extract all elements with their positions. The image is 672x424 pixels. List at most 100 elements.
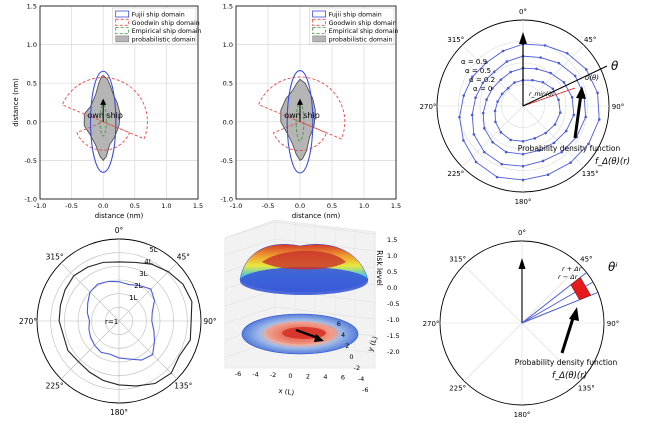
box-grid-line bbox=[224, 289, 276, 307]
y-tick-label: 1.0 bbox=[223, 41, 233, 49]
probability-sector-patch bbox=[570, 276, 592, 301]
alpha-point bbox=[570, 96, 574, 99]
x-axis-label: distance (nm) bbox=[95, 212, 144, 220]
alpha-point bbox=[509, 70, 512, 74]
polar-spoke bbox=[522, 44, 585, 107]
heading-arrow-icon bbox=[518, 258, 526, 269]
legend-entry: Empirical ship domain bbox=[329, 28, 399, 35]
x-tick-label: 0.5 bbox=[130, 202, 140, 210]
z-tick-label: -2.0 bbox=[387, 348, 400, 356]
pdf-label: Probability density function bbox=[515, 358, 618, 367]
polar-spoke bbox=[521, 264, 581, 324]
alpha-point bbox=[504, 150, 508, 154]
y-tick-label: -0.5 bbox=[220, 157, 233, 165]
legend-swatch bbox=[312, 10, 327, 18]
pdf-arrow-icon bbox=[576, 86, 586, 99]
alpha-point bbox=[521, 139, 525, 143]
legend-swatch bbox=[312, 18, 327, 26]
alpha-point bbox=[549, 71, 552, 75]
x-tick-label: 0 bbox=[288, 372, 292, 380]
legend-swatch bbox=[115, 35, 129, 43]
alpha-point bbox=[541, 80, 545, 84]
alpha-point bbox=[513, 81, 516, 84]
y-tick-label: 0.5 bbox=[223, 80, 233, 88]
alpha-point bbox=[543, 44, 547, 47]
r-minus-label: r − Δr bbox=[558, 273, 579, 281]
level-contour-inner bbox=[86, 280, 156, 361]
polar-spoke bbox=[118, 320, 178, 380]
alpha-point bbox=[494, 120, 497, 124]
direction-label: 225° bbox=[46, 381, 64, 390]
alpha-point bbox=[462, 94, 466, 97]
own-ship-arrow-icon bbox=[297, 98, 303, 105]
direction-label: 0° bbox=[518, 229, 526, 237]
alpha-point bbox=[541, 159, 545, 163]
z-tick-label: 1.0 bbox=[387, 252, 397, 260]
x-tick-label: -1.0 bbox=[230, 202, 243, 210]
alpha-point bbox=[537, 149, 541, 152]
legend-entry: Fujii ship domain bbox=[132, 12, 185, 19]
own-ship-label: own ship bbox=[284, 111, 320, 120]
alpha-point bbox=[553, 123, 557, 126]
alpha-point bbox=[533, 137, 537, 140]
alpha-point bbox=[506, 86, 510, 90]
alpha-point bbox=[544, 131, 547, 135]
alpha-point bbox=[481, 81, 485, 85]
direction-label: 270° bbox=[420, 103, 437, 111]
alpha-point bbox=[509, 138, 512, 142]
alpha-point bbox=[470, 113, 474, 117]
panel-polar-alpha: 0°45°90°135°180°225°270°315°α = 0.9α = 0… bbox=[420, 8, 630, 206]
polar-spoke bbox=[60, 320, 120, 380]
direction-label: 45° bbox=[584, 36, 596, 44]
alpha-point bbox=[496, 100, 499, 103]
alpha-point bbox=[572, 113, 576, 117]
theta-label: θⁱ bbox=[608, 260, 618, 274]
alpha-point bbox=[531, 78, 534, 82]
alpha-point bbox=[521, 164, 525, 168]
y-tick-label: -0.5 bbox=[24, 157, 37, 165]
y-tick-label: 6 bbox=[337, 320, 341, 328]
legend-entry: Empirical ship domain bbox=[132, 28, 202, 35]
pdf-arrow-shaft bbox=[560, 314, 576, 354]
x-tick-label: 0.0 bbox=[98, 202, 108, 210]
x-tick-label: -0.5 bbox=[65, 202, 78, 210]
alpha-point bbox=[562, 81, 566, 84]
ring-label: r=1 bbox=[105, 318, 118, 326]
x-axis-label: distance (nm) bbox=[292, 212, 341, 220]
alpha-point bbox=[505, 60, 509, 63]
alpha-point bbox=[482, 127, 486, 130]
x-tick-label: 1.0 bbox=[359, 202, 369, 210]
pdf-symbol-label: f_Δ(θ)(r) bbox=[595, 157, 630, 167]
x-tick-label: -4 bbox=[252, 371, 258, 379]
alpha-point bbox=[551, 87, 555, 91]
direction-label: 180° bbox=[110, 408, 128, 417]
direction-label: 0° bbox=[115, 226, 124, 235]
y-tick-label: 0.0 bbox=[223, 118, 233, 126]
alpha-point bbox=[546, 173, 550, 176]
alpha-point bbox=[535, 67, 538, 71]
alpha-point bbox=[495, 175, 499, 179]
alpha-point bbox=[485, 61, 488, 64]
panel-polar-levels: 0° 45° 90° 135° 180° 225° 270° 315° r=1 1L 2L 3L 4L 5… bbox=[19, 226, 217, 417]
box-grid-line bbox=[224, 221, 276, 239]
delta-label: δ(θ) bbox=[585, 74, 599, 82]
alpha-point bbox=[521, 152, 525, 156]
y-tick-label: 2 bbox=[345, 342, 349, 350]
alpha-point bbox=[483, 150, 486, 154]
z-tick-label: -1.0 bbox=[387, 316, 400, 324]
alpha-point bbox=[499, 131, 503, 134]
direction-label: 270° bbox=[423, 320, 440, 328]
alpha-point bbox=[521, 178, 525, 182]
z-tick-label: 1.5 bbox=[387, 236, 397, 244]
panel-risk-surface: 1.5 1.0 0.5 0.0 -0.5 -1.0 -1.5 -2.0 Risk level -6… bbox=[224, 219, 400, 397]
alpha-point bbox=[585, 68, 588, 71]
y-tick-label: -6 bbox=[362, 386, 368, 394]
y-tick-label: 0.5 bbox=[27, 80, 37, 88]
x-tick-label: 1.5 bbox=[193, 202, 203, 210]
direction-label: 315° bbox=[46, 253, 64, 262]
empirical-ship-domain bbox=[99, 104, 107, 137]
box-grid-line bbox=[224, 238, 276, 256]
direction-label: 90° bbox=[203, 317, 217, 326]
